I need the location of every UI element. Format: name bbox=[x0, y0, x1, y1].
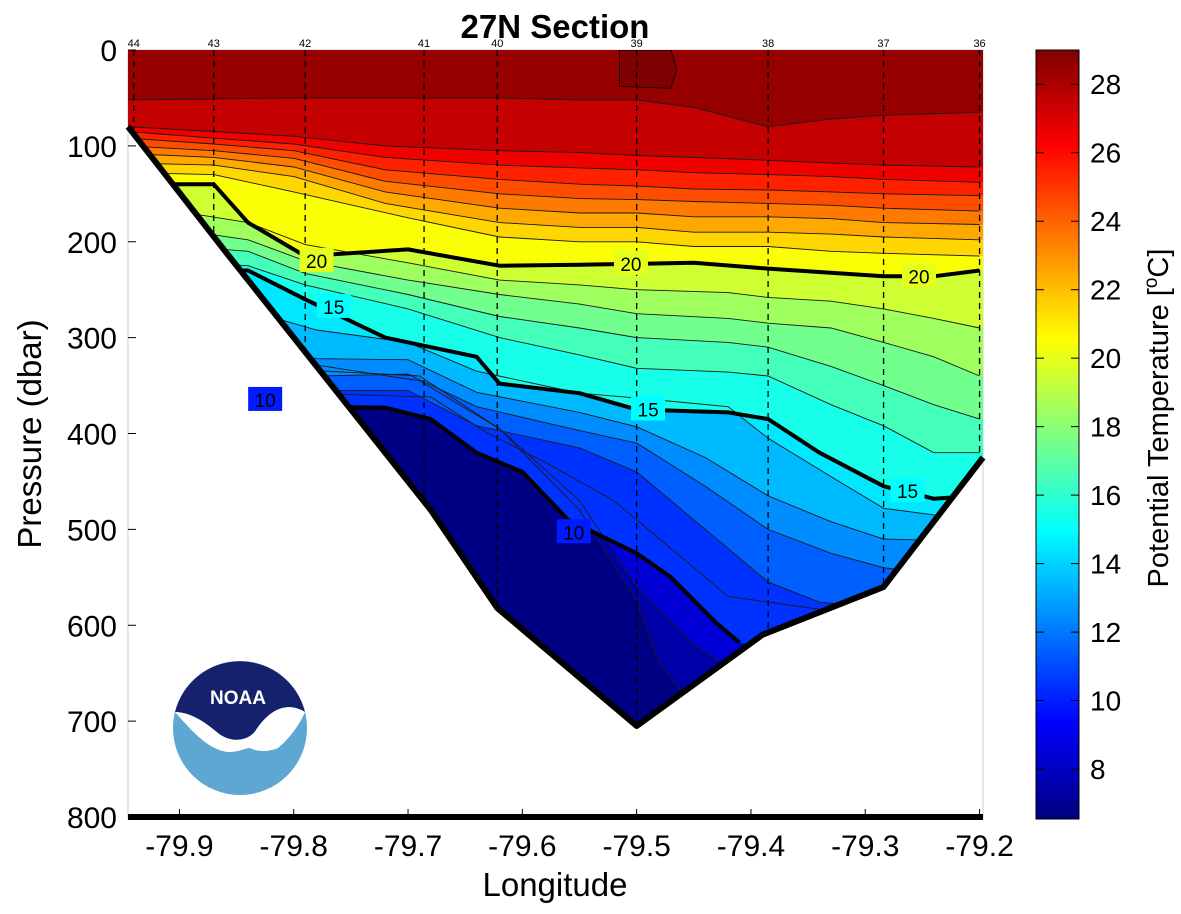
x-tick-label: -79.2 bbox=[945, 830, 1013, 863]
isotherm-label-15-0: 15 bbox=[323, 298, 344, 319]
isotherm-label-bg-15-2 bbox=[890, 478, 925, 503]
isotherm-label-bg-15-0 bbox=[316, 293, 351, 318]
noaa-logo-text: NOAA bbox=[210, 688, 266, 709]
y-axis-label: Pressure (dbar) bbox=[11, 319, 48, 548]
isotherm-line-27 bbox=[128, 126, 980, 168]
isotherm-label-20-0: 20 bbox=[306, 252, 327, 273]
colorbar-tick-label: 10 bbox=[1090, 686, 1121, 717]
isotherm-label-bg-10-0 bbox=[248, 386, 283, 411]
isotherm-line-25 bbox=[128, 137, 980, 197]
bottom-topography-line bbox=[125, 124, 986, 729]
temperature-band-warmest bbox=[619, 50, 678, 89]
isotherm-label-20-2: 20 bbox=[908, 267, 929, 288]
x-tick-label: -79.6 bbox=[488, 830, 556, 863]
isotherm-line-21 bbox=[128, 172, 980, 257]
x-tick-label: -79.3 bbox=[831, 830, 899, 863]
station-label-42: 42 bbox=[299, 38, 311, 50]
isotherm-line-22 bbox=[128, 162, 980, 241]
colorbar-label: Potential Temperature [oC] bbox=[1141, 249, 1175, 588]
y-tick-label: 400 bbox=[67, 419, 117, 452]
isotherm-label-bg-10-1 bbox=[556, 519, 591, 544]
station-label-36: 36 bbox=[973, 38, 985, 50]
x-tick-label: -79.7 bbox=[374, 830, 442, 863]
colorbar-label-unit: C] bbox=[1143, 249, 1175, 278]
isotherm-label-10-0: 10 bbox=[255, 391, 276, 412]
colorbar-tick-label: 16 bbox=[1090, 480, 1121, 511]
station-label-38: 38 bbox=[762, 38, 774, 50]
station-labels: 44 43 42 41 40 39 38 37 36 bbox=[128, 38, 986, 50]
station-label-40: 40 bbox=[491, 38, 503, 50]
y-axis-ticks: 0 100 200 300 400 500 600 700 800 bbox=[67, 35, 136, 835]
x-axis-ticks: -79.9 -79.8 -79.7 -79.6 -79.5 -79.4 -79.3 -79.2 bbox=[145, 809, 1014, 863]
x-tick-label: -79.5 bbox=[602, 830, 670, 863]
isotherm-label-15-1: 15 bbox=[638, 401, 659, 422]
isotherm-label-10-1: 10 bbox=[563, 523, 584, 544]
y-tick-label: 600 bbox=[67, 610, 117, 643]
temperature-band-28 bbox=[128, 50, 983, 127]
isotherm-label-bg-15-1 bbox=[631, 396, 666, 421]
isotherm-labels: 20 20 20 15 15 15 10 10 bbox=[248, 247, 936, 544]
colorbar-label-degree: o bbox=[1141, 278, 1162, 289]
x-axis-label: Longitude bbox=[483, 866, 628, 903]
station-label-43: 43 bbox=[208, 38, 220, 50]
station-label-44: 44 bbox=[128, 38, 140, 50]
station-label-39: 39 bbox=[631, 38, 643, 50]
isotherm-label-bg-20-2 bbox=[901, 263, 936, 288]
station-label-37: 37 bbox=[877, 38, 889, 50]
y-tick-label: 800 bbox=[67, 802, 117, 835]
y-tick-label: 500 bbox=[67, 514, 117, 547]
colorbar bbox=[1035, 49, 1080, 820]
isotherm-label-20-1: 20 bbox=[620, 255, 641, 276]
y-tick-label: 700 bbox=[67, 706, 117, 739]
x-tick-label: -79.8 bbox=[260, 830, 328, 863]
colorbar-tick-label: 28 bbox=[1090, 69, 1121, 100]
colorbar-tick-label: 22 bbox=[1090, 275, 1121, 306]
colorbar-tick-label: 24 bbox=[1090, 206, 1121, 237]
noaa-logo: NOAA bbox=[173, 661, 307, 795]
y-tick-label: 0 bbox=[100, 35, 117, 68]
isotherm-label-bg-20-1 bbox=[613, 250, 648, 275]
station-label-41: 41 bbox=[418, 38, 430, 50]
isotherm-label-bg-20-0 bbox=[299, 247, 334, 272]
isotherm-line-26 bbox=[128, 131, 980, 183]
isotherm-line-23 bbox=[128, 153, 980, 225]
chart-title: 27N Section bbox=[461, 8, 650, 45]
colorbar-tick-label: 12 bbox=[1090, 617, 1121, 648]
colorbar-ticks: 8 10 12 14 16 18 20 22 24 26 28 bbox=[1036, 69, 1121, 785]
noaa-logo-top bbox=[175, 661, 305, 740]
isotherm-label-15-2: 15 bbox=[897, 482, 918, 503]
colorbar-tick-label: 8 bbox=[1090, 754, 1106, 785]
colorbar-tick-label: 14 bbox=[1090, 549, 1121, 580]
noaa-logo-gull bbox=[175, 707, 305, 752]
x-tick-label: -79.4 bbox=[717, 830, 785, 863]
colorbar-tick-label: 18 bbox=[1090, 412, 1121, 443]
isotherm-bold-20 bbox=[128, 182, 980, 279]
colorbar-tick-label: 26 bbox=[1090, 138, 1121, 169]
colorbar-label-base: Potential Temperature [ bbox=[1143, 288, 1175, 587]
isotherm-line-24 bbox=[128, 145, 980, 212]
y-tick-label: 100 bbox=[67, 131, 117, 164]
colorbar-tick-label: 20 bbox=[1090, 343, 1121, 374]
y-tick-label: 300 bbox=[67, 323, 117, 356]
y-tick-label: 200 bbox=[67, 227, 117, 260]
x-tick-label: -79.9 bbox=[145, 830, 213, 863]
